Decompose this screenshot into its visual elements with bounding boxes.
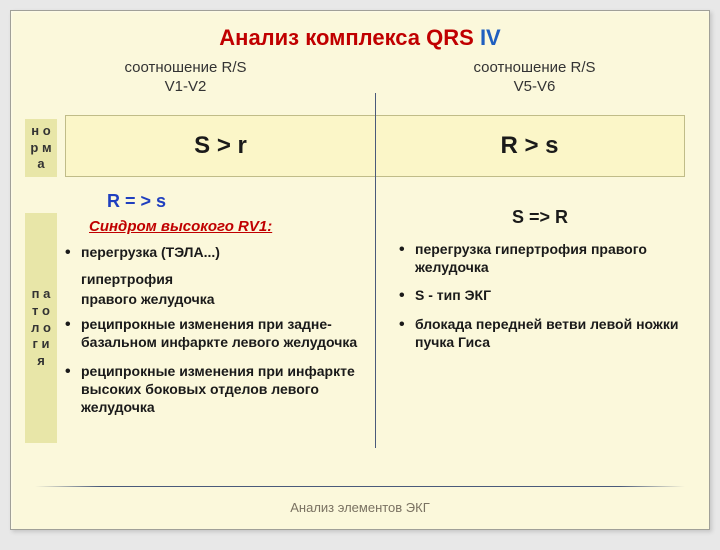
list-item: блокада передней ветви левой ножки пучка… (399, 315, 681, 351)
pathology-left: R = > s Синдром высокого RV1: перегрузка… (65, 191, 375, 426)
label-pathology: п а т о л о г и я (25, 213, 57, 443)
norm-left: S > r (66, 116, 375, 176)
list-item: реципрокные изменения при задне-базально… (65, 315, 359, 351)
label-norm: н о р м а (25, 119, 57, 177)
subhead-right-line1: соотношение R/S (473, 59, 595, 76)
list-item: реципрокные изменения при инфаркте высок… (65, 362, 359, 417)
norm-right: R > s (375, 116, 684, 176)
row-labels: н о р м а п а т о л о г и я (25, 119, 57, 443)
subhead-left-line1: соотношение R/S (124, 59, 246, 76)
vertical-divider (375, 93, 376, 448)
subhead-left-line2: V1-V2 (165, 78, 207, 95)
subhead-right: соотношение R/S V5-V6 (360, 59, 709, 97)
syndrome-heading: Синдром высокого RV1: (89, 218, 359, 235)
label-norm-text: н о р м а (27, 123, 55, 174)
list-subline: правого желудочка (65, 291, 359, 307)
label-pathology-text: п а т о л о г и я (27, 286, 55, 370)
pathology-right: S => R перегрузка гипертрофия правого же… (375, 191, 685, 426)
list-item: перегрузка (ТЭЛА...) (65, 243, 359, 261)
title-main: Анализ комплекса QRS (219, 25, 474, 50)
title-number: IV (474, 25, 501, 50)
bullets-left: перегрузка (ТЭЛА...) (65, 243, 359, 261)
formula-right: S => R (399, 207, 681, 228)
list-item: S - тип ЭКГ (399, 286, 681, 304)
subhead-left: соотношение R/S V1-V2 (11, 59, 360, 97)
footer-divider (35, 486, 685, 487)
bullets-right: перегрузка гипертрофия правого желудочка… (399, 240, 681, 351)
slide: Анализ комплекса QRS IV соотношение R/S … (10, 10, 710, 530)
content-area: S > r R > s R = > s Синдром высокого RV1… (65, 115, 685, 426)
slide-title: Анализ комплекса QRS IV (11, 11, 709, 51)
list-item: перегрузка гипертрофия правого желудочка (399, 240, 681, 276)
formula-left: R = > s (107, 191, 359, 212)
column-subheads: соотношение R/S V1-V2 соотношение R/S V5… (11, 59, 709, 97)
bullets-left-2: реципрокные изменения при задне-базально… (65, 315, 359, 416)
subhead-right-line2: V5-V6 (514, 78, 556, 95)
footer-text: Анализ элементов ЭКГ (11, 500, 709, 515)
list-subline: гипертрофия (65, 271, 359, 287)
